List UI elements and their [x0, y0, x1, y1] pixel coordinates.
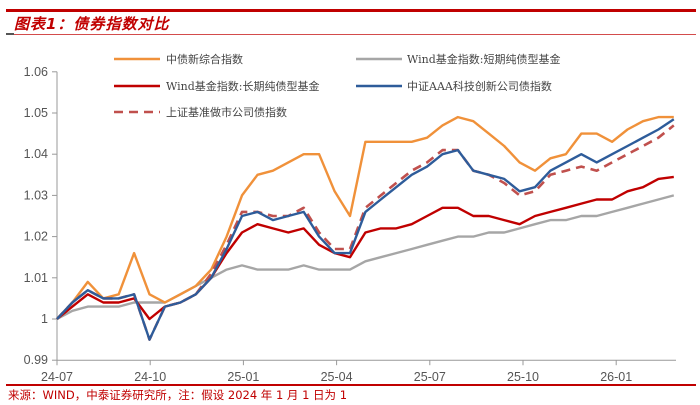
- y-tick-label: 1.03: [24, 188, 48, 202]
- title-rule-accent: [6, 33, 14, 35]
- y-tick-label: 1.04: [24, 147, 48, 161]
- x-tick-label: 25-10: [507, 370, 539, 384]
- legend-item-csi-aaa-tech: 中证AAA科技创新公司债指数: [356, 79, 552, 93]
- x-tick-label: 24-07: [41, 370, 73, 384]
- series-line: [56, 118, 675, 341]
- x-tick-label: 24-10: [134, 370, 166, 384]
- source-note: 来源：WIND，中泰证券研究所，注：假设 2024 年 1 月 1 日为 1: [8, 388, 348, 402]
- x-tick-label: 26-01: [600, 370, 632, 384]
- series-line: [56, 115, 674, 320]
- series-line: [56, 194, 675, 321]
- legend-label: 上证基准做市公司债指数: [166, 105, 287, 119]
- y-tick-label: 1: [41, 312, 48, 326]
- x-tick-label: 25-04: [321, 370, 353, 384]
- y-tick-label: 1.06: [24, 65, 48, 79]
- legend-item-cb-composite: 中债新综合指数: [114, 52, 243, 66]
- legend-item-wind-short: Wind基金指数:短期纯债型基金: [356, 52, 560, 66]
- y-tick-label: 0.99: [24, 353, 48, 367]
- chart-title: 图表1：债券指数对比: [14, 15, 170, 33]
- legend-label: 中证AAA科技创新公司债指数: [407, 79, 552, 93]
- title-top-rule: [6, 9, 696, 12]
- x-tick-label: 25-07: [414, 370, 446, 384]
- legend-label: Wind基金指数:短期纯债型基金: [407, 52, 560, 66]
- source-top-rule: [6, 384, 696, 386]
- series-line: [56, 175, 674, 321]
- legend-label: 中债新综合指数: [166, 52, 243, 66]
- x-tick-label: 25-01: [227, 370, 259, 384]
- y-tick-label: 1.01: [24, 271, 48, 285]
- plot-lines: [56, 115, 675, 341]
- legend-label: Wind基金指数:长期纯债型基金: [166, 79, 319, 93]
- legend-item-wind-long: Wind基金指数:长期纯债型基金: [114, 79, 319, 93]
- legend: 中债新综合指数 Wind基金指数:短期纯债型基金 Wind基金指数:长期纯债型基…: [114, 52, 560, 119]
- legend-item-sse-mm-corp: 上证基准做市公司债指数: [114, 105, 287, 119]
- title-bottom-rule: [6, 34, 696, 35]
- axes: 1.06 1.05 1.04 1.03 1.02 1.01 1 0.99 24-07 24-10 2…: [24, 65, 676, 384]
- y-tick-label: 1.05: [24, 106, 48, 120]
- y-tick-label: 1.02: [24, 230, 48, 244]
